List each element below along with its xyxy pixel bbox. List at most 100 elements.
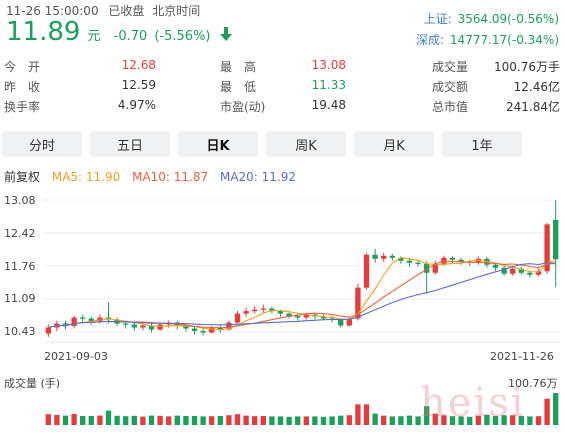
volume-bar	[183, 416, 189, 425]
timezone: 北京时间	[152, 4, 201, 18]
y-label-2: 12.42	[4, 227, 36, 240]
stat-value-turnover-rate: 4.97%	[117, 98, 156, 112]
candle-body	[381, 255, 387, 259]
volume-bar	[123, 416, 129, 425]
index-sh-name: 上证:	[423, 12, 452, 26]
candle-body	[88, 318, 94, 322]
tab-five-day[interactable]: 五日	[90, 131, 170, 157]
tab-daily-k[interactable]: 日K	[178, 131, 258, 157]
candle-body	[277, 310, 284, 314]
volume-bar	[277, 416, 284, 425]
volume-bar	[105, 410, 112, 425]
adjust-mode[interactable]: 前复权	[4, 170, 41, 184]
header-datetime: 11-26 15:00:00 已收盘 北京时间	[6, 2, 200, 19]
volume-bar	[97, 415, 103, 425]
volume-bar	[467, 416, 473, 425]
index-sz[interactable]: 深成: 14777.17(-0.34%)	[416, 31, 559, 48]
candle-body	[217, 327, 223, 330]
candle-body	[191, 328, 198, 332]
tab-monthly-k[interactable]: 月K	[354, 131, 434, 157]
candle-body	[209, 327, 215, 333]
volume-bar	[80, 416, 86, 425]
candle-body	[406, 260, 413, 263]
volume-bar	[174, 415, 180, 425]
candle-body	[243, 311, 249, 314]
stat-value-pe: 19.48	[311, 98, 346, 112]
stat-value-low: 11.33	[311, 78, 346, 92]
stat-value-high: 13.08	[311, 58, 346, 72]
candle-body	[424, 263, 430, 273]
volume-bar	[424, 406, 430, 425]
volume-bar	[484, 414, 490, 425]
market-status: 已收盘	[108, 4, 145, 18]
current-price: 11.89	[6, 17, 81, 47]
candle-body	[303, 314, 309, 318]
volume-bar	[157, 415, 163, 425]
index-sh[interactable]: 上证: 3564.09(-0.56%)	[416, 10, 559, 27]
volume-bar	[441, 415, 447, 425]
candle-body	[518, 268, 524, 273]
candle-body	[252, 309, 258, 312]
stat-value-open: 12.68	[121, 58, 156, 72]
price-block: 11.89 元 -0.70 (-5.56%)	[6, 17, 232, 47]
candle-body	[71, 317, 77, 327]
stat-label-prev-close: 昨 收	[4, 80, 41, 94]
candle-body	[475, 258, 481, 263]
stat-label-pe: 市盈(动)	[220, 100, 266, 114]
stat-value-amount: 12.46亿	[513, 80, 560, 94]
candle-body	[131, 324, 137, 328]
candle-body	[415, 262, 421, 264]
candle-body	[363, 254, 370, 288]
volume-bar	[492, 416, 499, 425]
volume-bar	[346, 415, 352, 425]
candle-body	[355, 287, 361, 319]
tab-weekly-k[interactable]: 周K	[266, 131, 346, 157]
index-quotes: 上证: 3564.09(-0.56%) 深成: 14777.17(-0.34%)	[416, 10, 559, 48]
index-sh-value: 3564.09(-0.56%)	[457, 12, 559, 26]
candle-body	[510, 268, 516, 274]
x-label-end: 2021-11-26	[490, 350, 554, 363]
volume-bar	[527, 416, 533, 425]
candle-body	[269, 308, 275, 311]
candle-body	[398, 257, 404, 261]
volume-bar	[295, 416, 301, 425]
stat-label-turnover-rate: 换手率	[4, 100, 41, 114]
volume-bar	[286, 416, 292, 425]
x-label-start: 2021-09-03	[44, 350, 108, 363]
candle-body	[260, 308, 266, 310]
volume-bar	[71, 414, 77, 425]
volume-bar	[372, 413, 378, 425]
volume-bar	[243, 415, 249, 425]
volume-bar	[458, 416, 464, 425]
candle-body	[123, 323, 129, 325]
volume-max: 100.76万	[508, 377, 558, 390]
volume-bar	[544, 398, 550, 425]
candle-body	[501, 267, 507, 274]
chart-legend: 前复权 MA5: 11.90 MA10: 11.87 MA20: 11.92	[4, 168, 296, 185]
candle-body	[320, 316, 327, 319]
candle-body	[389, 255, 395, 258]
volume-bar	[217, 416, 223, 425]
candle-body	[234, 313, 241, 323]
volume-bar	[381, 415, 387, 425]
candle-body	[62, 323, 69, 327]
tab-one-year[interactable]: 1年	[442, 131, 522, 157]
volume-bar	[510, 415, 516, 425]
candle-body	[338, 319, 344, 326]
volume-bar	[406, 415, 413, 425]
candle-body	[45, 327, 51, 334]
volume-bar	[200, 416, 206, 425]
stat-label-low: 最 低	[220, 80, 257, 94]
candle-body	[286, 313, 292, 317]
volume-bar	[140, 416, 146, 425]
ma20-label: MA20: 11.92	[219, 170, 297, 184]
volume-bar	[166, 416, 172, 425]
volume-bar	[398, 416, 404, 425]
volume-bar	[191, 416, 198, 425]
volume-bar	[518, 416, 524, 425]
volume-bar	[355, 404, 361, 425]
stat-value-market-cap: 241.84亿	[506, 100, 560, 114]
tab-intraday[interactable]: 分时	[2, 131, 82, 157]
volume-bar	[234, 414, 241, 425]
